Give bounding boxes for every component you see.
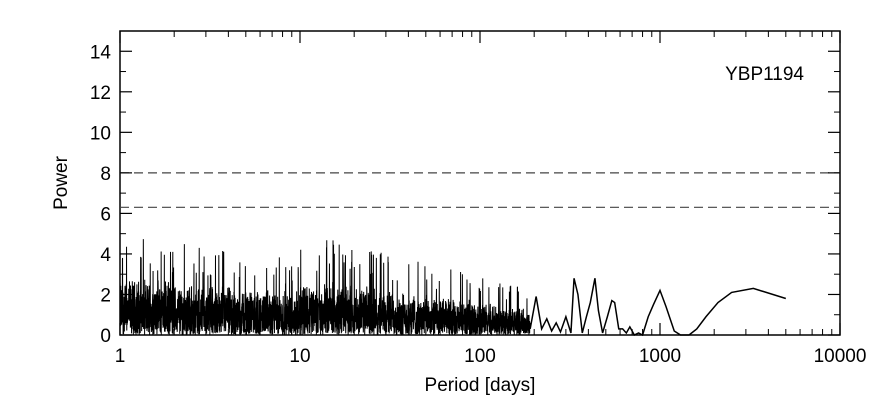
y-tick-label: 8 xyxy=(100,164,111,185)
y-axis-ticks: 0 2 4 6 8 10 12 14 xyxy=(90,42,840,347)
y-tick-label: 10 xyxy=(90,123,111,144)
x-tick-label: 10000 xyxy=(814,346,867,367)
x-tick-label: 1000 xyxy=(639,346,681,367)
y-tick-label: 0 xyxy=(100,326,111,347)
y-tick-label: 2 xyxy=(100,285,111,306)
y-axis-title: Power xyxy=(51,155,72,210)
periodogram-long-period-curve xyxy=(529,278,787,337)
x-tick-label: 100 xyxy=(464,346,496,367)
periodogram-noise-curve xyxy=(119,239,531,336)
significance-lines xyxy=(120,172,840,208)
x-tick-label: 1 xyxy=(115,346,126,367)
x-tick-label: 10 xyxy=(289,346,310,367)
x-axis-title: Period [days] xyxy=(425,375,536,396)
y-tick-label: 12 xyxy=(90,83,111,104)
star-label: YBP1194 xyxy=(725,64,804,85)
y-tick-label: 4 xyxy=(100,245,111,266)
y-tick-label: 6 xyxy=(100,204,111,225)
y-tick-label: 14 xyxy=(90,42,112,63)
